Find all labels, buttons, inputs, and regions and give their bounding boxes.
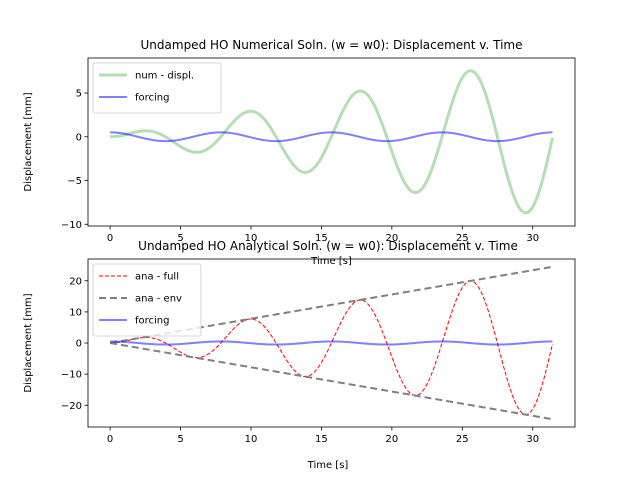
analytical-y-tick-label: −20 xyxy=(61,401,82,412)
numerical-plot-lines xyxy=(109,69,554,215)
numerical-axes-frame xyxy=(87,57,576,227)
analytical-x-ticks: 0 5 10 15 20 25 30 xyxy=(107,427,539,445)
numerical-y-tick-label: 0 xyxy=(76,132,82,143)
analytical-legend-box xyxy=(92,263,202,337)
numerical-subplot: 0 5 10 15 20 25 30 −10 −5 0 5 Undamped HO Numeric… xyxy=(23,38,576,267)
numerical-series-num-displ xyxy=(109,69,554,215)
analytical-y-tick-label: 0 xyxy=(76,339,82,350)
numerical-legend-label-forcing: forcing xyxy=(135,93,170,104)
numerical-y-axis-label: Displacement [mm] xyxy=(23,92,34,191)
numerical-x-tick-label: 5 xyxy=(177,233,183,244)
analytical-series-ana-env-upper xyxy=(109,265,553,344)
analytical-series-ana-env-lower xyxy=(109,342,553,421)
numerical-y-tick-label: 5 xyxy=(76,89,82,100)
analytical-chart-title: Undamped HO Analytical Soln. (w = w0): D… xyxy=(138,239,518,253)
numerical-x-axis-label: Time [s] xyxy=(310,256,352,267)
analytical-x-tick-label: 15 xyxy=(315,434,328,445)
analytical-legend-label-ana-env: ana - env xyxy=(135,294,182,305)
analytical-legend-label-ana-full: ana - full xyxy=(135,272,179,283)
numerical-chart-title: Undamped HO Numerical Soln. (w = w0): Di… xyxy=(141,38,523,52)
analytical-x-tick-label: 30 xyxy=(526,434,539,445)
numerical-x-tick-label: 15 xyxy=(315,233,328,244)
numerical-series-forcing xyxy=(109,131,553,143)
numerical-legend-box xyxy=(92,62,222,114)
analytical-plot-lines xyxy=(109,265,553,421)
analytical-y-tick-label: 10 xyxy=(69,307,82,318)
analytical-x-tick-label: 25 xyxy=(456,434,469,445)
numerical-legend: num - displ. forcing xyxy=(92,62,222,114)
analytical-x-tick-label: 5 xyxy=(177,434,183,445)
analytical-y-ticks: −20 −10 0 10 20 xyxy=(61,276,88,412)
numerical-x-ticks: 0 5 10 15 20 25 30 xyxy=(107,226,539,244)
numerical-x-tick-label: 0 xyxy=(107,233,113,244)
numerical-legend-label-num-displ: num - displ. xyxy=(135,71,194,82)
numerical-y-tick-label: −10 xyxy=(61,220,82,231)
analytical-x-tick-label: 10 xyxy=(245,434,258,445)
analytical-legend-label-forcing: forcing xyxy=(135,316,170,327)
numerical-y-ticks: −10 −5 0 5 xyxy=(61,89,88,231)
numerical-x-tick-label: 25 xyxy=(456,233,469,244)
analytical-x-tick-label: 0 xyxy=(107,434,113,445)
analytical-legend: ana - full ana - env forcing xyxy=(92,263,202,337)
analytical-x-axis-label: Time [s] xyxy=(307,460,349,471)
numerical-x-tick-label: 10 xyxy=(245,233,258,244)
analytical-x-tick-label: 20 xyxy=(385,434,398,445)
numerical-x-tick-label: 30 xyxy=(526,233,539,244)
numerical-x-tick-label: 20 xyxy=(385,233,398,244)
analytical-y-tick-label: −10 xyxy=(61,370,82,381)
numerical-y-tick-label: −5 xyxy=(67,176,82,187)
analytical-series-forcing xyxy=(109,340,553,346)
analytical-y-axis-label: Displacement [mm] xyxy=(23,293,34,392)
analytical-y-tick-label: 20 xyxy=(69,276,82,287)
analytical-series-ana-full xyxy=(110,280,553,416)
analytical-subplot: 0 5 10 15 20 25 30 −20 −10 0 10 20 Undamped HO Ana… xyxy=(23,239,576,471)
